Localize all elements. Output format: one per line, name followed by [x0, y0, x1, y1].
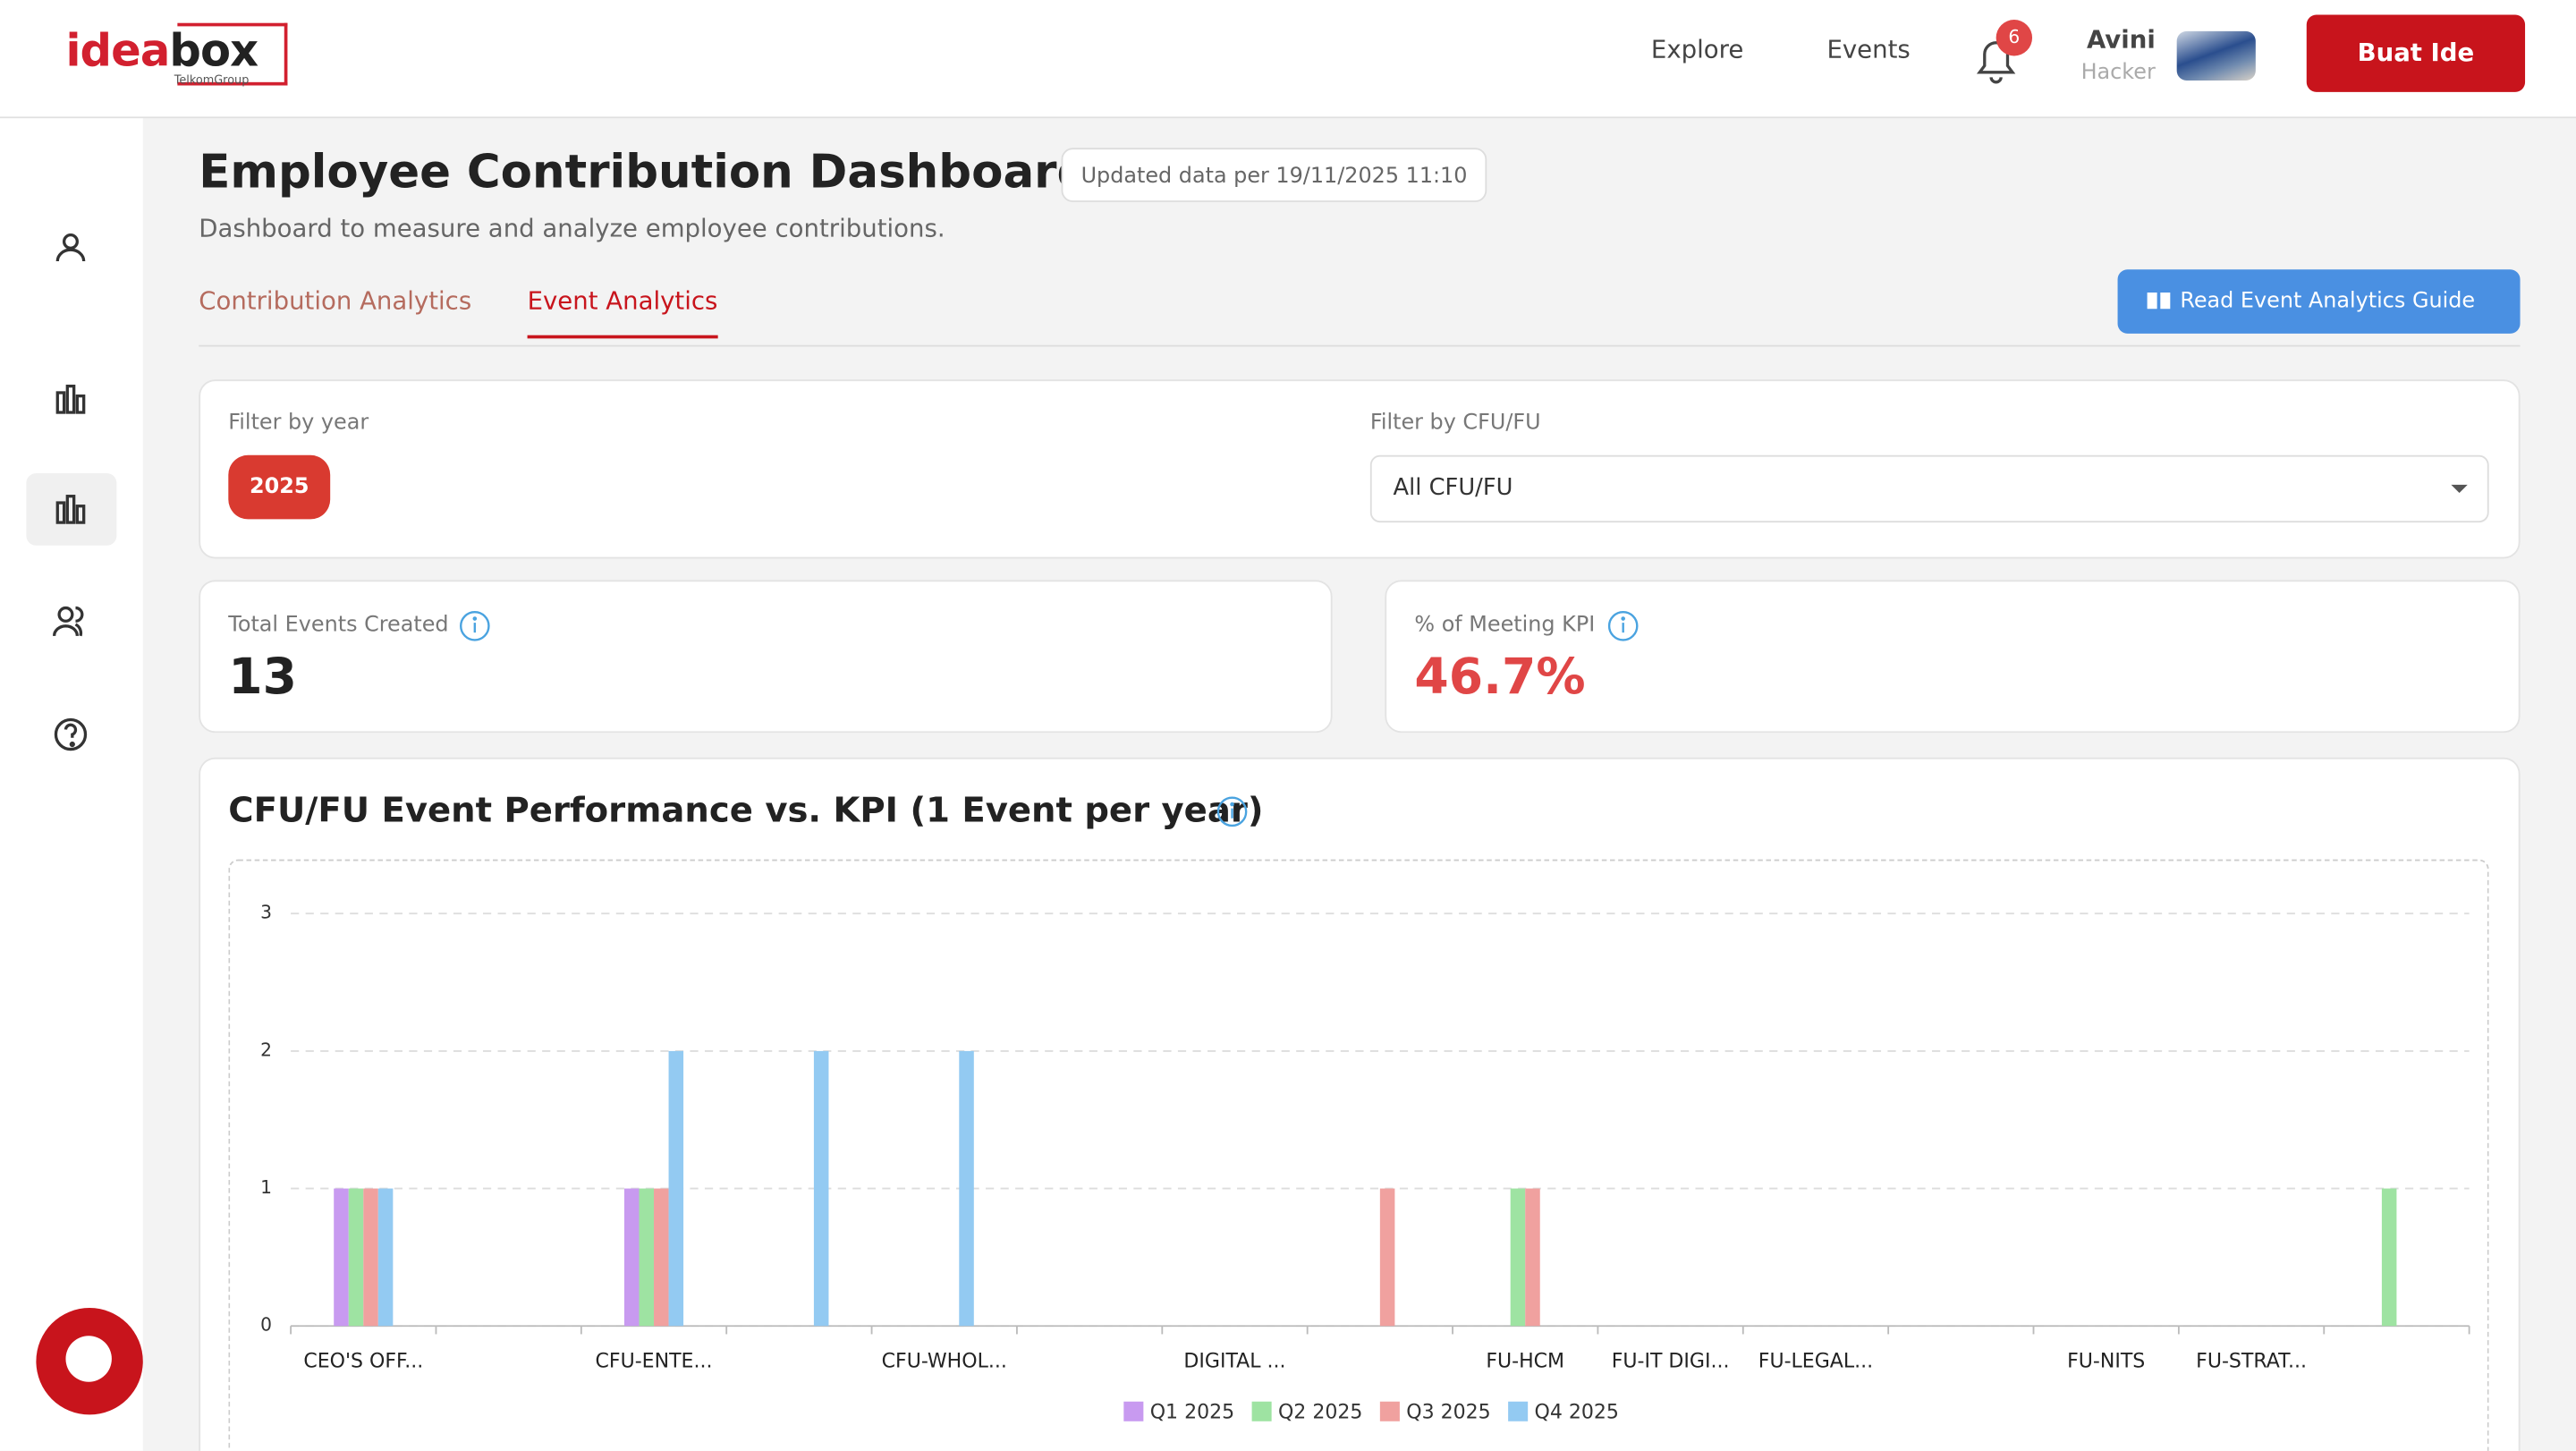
nav-link[interactable]: Events [1826, 34, 1911, 64]
sidebar-icons [52, 233, 88, 751]
logo-idea: idea [65, 26, 170, 78]
bar [363, 1188, 378, 1327]
bar [1510, 1188, 1526, 1327]
bar [959, 1050, 974, 1327]
logo-box: box [169, 26, 258, 78]
bar [813, 1050, 829, 1327]
filter-card [199, 379, 2521, 559]
bar [1379, 1188, 1395, 1327]
chart-title: CFU/FU Event Performance vs. KPI (1 Even… [228, 790, 1264, 830]
user-name: Avini [2086, 24, 2156, 55]
bar [348, 1188, 364, 1327]
top-bar [0, 0, 2576, 119]
bar [623, 1188, 640, 1327]
book-icon [2147, 292, 2171, 310]
x-tick-label: FU-IT DIGI... [1612, 1351, 1730, 1373]
bar [1525, 1188, 1540, 1327]
bar [654, 1188, 669, 1327]
logo[interactable]: ideabox [65, 26, 258, 77]
chat-icon [65, 1336, 112, 1382]
bar [377, 1188, 394, 1327]
tab[interactable]: Contribution Analytics [199, 285, 472, 316]
sidebar [0, 118, 143, 1451]
x-tick-label: CEO'S OFF... [303, 1351, 423, 1373]
x-tick-label: FU-NITS [2067, 1351, 2145, 1373]
legend-swatch [1123, 1401, 1144, 1421]
x-tick-label: FU-STRAT... [2196, 1351, 2307, 1373]
y-tick-label: 3 [260, 902, 272, 923]
filter-label: Filter by CFU/FU [1369, 411, 1541, 436]
bar [2381, 1188, 2397, 1327]
updated-badge: Updated data per 19/11/2025 11:10 [1061, 148, 1487, 202]
info-icons [460, 610, 1639, 827]
logo-frame [177, 22, 288, 86]
bar [334, 1188, 349, 1327]
chart-card [199, 757, 2521, 1451]
cfu-value: All CFU/FU [1393, 474, 1513, 502]
help-icon[interactable] [54, 717, 88, 751]
create-button[interactable]: Buat Ide [2306, 14, 2526, 92]
nav-link[interactable]: Explore [1650, 34, 1744, 64]
dropdown-arrow [2451, 484, 2468, 494]
x-tick-label: CFU-WHOL... [882, 1351, 1007, 1373]
year-chip[interactable]: 2025 [228, 454, 331, 520]
guide-button[interactable]: Read Event Analytics Guide [2117, 269, 2521, 334]
bar [668, 1050, 684, 1327]
filter-label: Filter by year [228, 411, 369, 436]
stat-label: % of Meeting KPI [1414, 613, 1596, 638]
avatar[interactable] [2176, 30, 2256, 81]
cfu-select[interactable]: All CFU/FU [1369, 454, 2489, 523]
legend-label: Q4 2025 [1535, 1402, 1619, 1424]
legend-label: Q3 2025 [1406, 1402, 1490, 1424]
chat-button[interactable] [36, 1308, 143, 1415]
stat-card [1385, 580, 2521, 734]
x-tick-label: DIGITAL ... [1183, 1351, 1285, 1373]
user-role: Hacker [2080, 60, 2156, 86]
x-tick-label: FU-HCM [1486, 1351, 1564, 1373]
stat-value: 46.7% [1414, 649, 1586, 707]
chart-frame [228, 859, 2489, 1451]
stat-label: Total Events Created [228, 613, 449, 638]
legend-swatch [1508, 1401, 1529, 1421]
legend-label: Q1 2025 [1150, 1402, 1234, 1424]
team-icon[interactable] [52, 606, 84, 637]
x-tick-label: FU-LEGAL... [1758, 1351, 1873, 1373]
y-tick-label: 2 [260, 1039, 272, 1060]
sidebar-active [26, 472, 117, 546]
stat-card [199, 580, 1333, 734]
profile-icon[interactable] [55, 233, 86, 262]
page-title: Employee Contribution Dashboard [199, 144, 1090, 199]
stat-value: 13 [228, 649, 297, 707]
chart-icon[interactable] [55, 384, 86, 414]
legend-label: Q2 2025 [1278, 1402, 1362, 1424]
guide-label: Read Event Analytics Guide [2180, 289, 2476, 314]
chart-icon[interactable] [55, 495, 86, 524]
y-tick-label: 1 [260, 1176, 272, 1198]
bar [639, 1188, 655, 1327]
tab-active[interactable]: Event Analytics [527, 286, 718, 339]
tab-divider [199, 344, 2521, 347]
legend-swatch [1379, 1401, 1400, 1421]
x-tick-label: CFU-ENTE... [596, 1351, 713, 1373]
logo-sub: TelkomGroup [174, 73, 250, 88]
page-subtitle: Dashboard to measure and analyze employe… [199, 213, 945, 243]
notification-badge: 6 [1996, 20, 2033, 56]
y-tick-label: 0 [260, 1314, 272, 1336]
legend-swatch [1251, 1401, 1272, 1421]
